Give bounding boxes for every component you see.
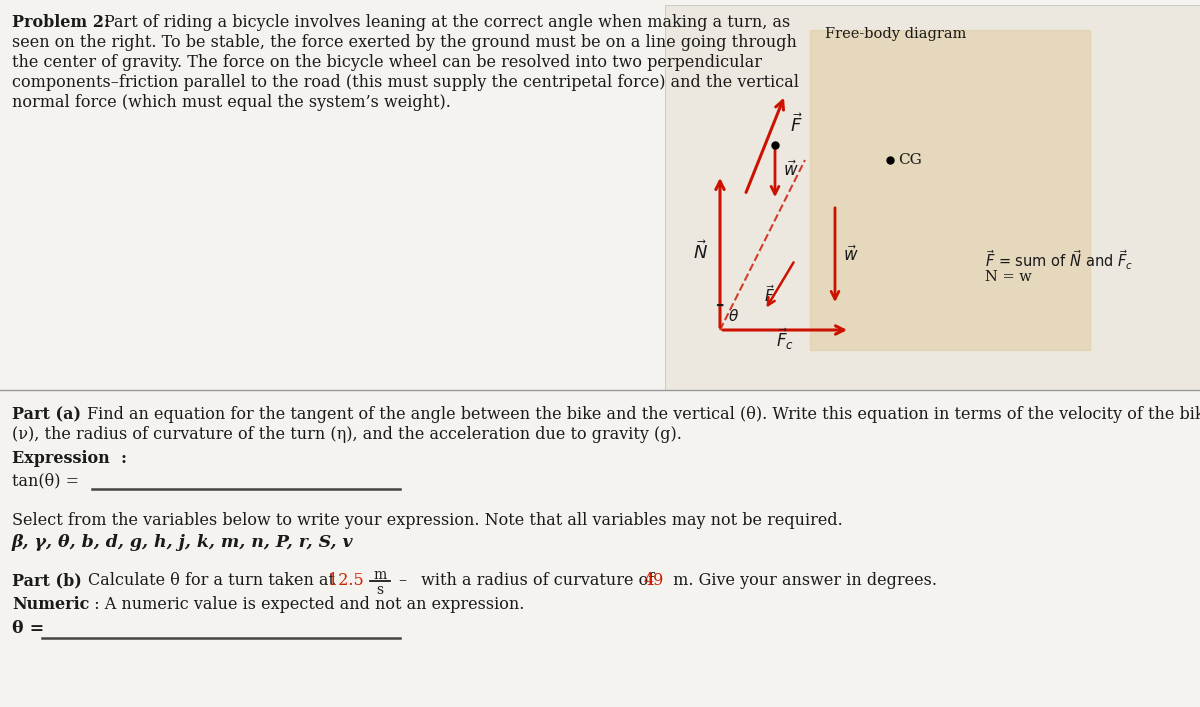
Text: β, γ, θ, b, d, g, h, j, k, m, n, P, r, S, v: β, γ, θ, b, d, g, h, j, k, m, n, P, r, S… bbox=[12, 534, 354, 551]
Text: $\vec{w}$: $\vec{w}$ bbox=[784, 160, 799, 180]
Text: (ν), the radius of curvature of the turn (η), and the acceleration due to gravit: (ν), the radius of curvature of the turn… bbox=[12, 426, 682, 443]
Text: $\vec{N}$: $\vec{N}$ bbox=[694, 240, 708, 264]
Text: –: – bbox=[398, 572, 406, 589]
Text: Part (a): Part (a) bbox=[12, 406, 82, 423]
Bar bbox=[665, 5, 1200, 390]
Text: m. Give your answer in degrees.: m. Give your answer in degrees. bbox=[668, 572, 937, 589]
Text: Numeric: Numeric bbox=[12, 596, 89, 613]
Bar bbox=[0, 0, 1200, 390]
Text: 12.5: 12.5 bbox=[328, 572, 364, 589]
Text: $\vec{F}_c$: $\vec{F}_c$ bbox=[776, 327, 794, 352]
Text: $\theta$: $\theta$ bbox=[728, 308, 739, 324]
Text: $\vec{F}$: $\vec{F}$ bbox=[790, 114, 803, 136]
Text: Part of riding a bicycle involves leaning at the correct angle when making a tur: Part of riding a bicycle involves leanin… bbox=[104, 14, 791, 31]
Text: Expression  :: Expression : bbox=[12, 450, 127, 467]
Text: Select from the variables below to write your expression. Note that all variable: Select from the variables below to write… bbox=[12, 512, 842, 529]
Text: normal force (which must equal the system’s weight).: normal force (which must equal the syste… bbox=[12, 94, 451, 111]
Text: Calculate θ for a turn taken at: Calculate θ for a turn taken at bbox=[88, 572, 340, 589]
Text: Part (b): Part (b) bbox=[12, 572, 82, 589]
Text: components–friction parallel to the road (this must supply the centripetal force: components–friction parallel to the road… bbox=[12, 74, 799, 91]
Text: tan(θ) =: tan(θ) = bbox=[12, 472, 84, 489]
Text: s: s bbox=[377, 583, 384, 597]
Text: 49: 49 bbox=[644, 572, 665, 589]
Text: Problem 2:: Problem 2: bbox=[12, 14, 110, 31]
Text: the center of gravity. The force on the bicycle wheel can be resolved into two p: the center of gravity. The force on the … bbox=[12, 54, 762, 71]
Text: θ =: θ = bbox=[12, 620, 44, 637]
Bar bbox=[0, 390, 1200, 707]
Text: CG: CG bbox=[898, 153, 922, 167]
Text: Free-body diagram: Free-body diagram bbox=[826, 27, 966, 41]
Text: m: m bbox=[373, 568, 386, 582]
Bar bbox=[810, 30, 1090, 350]
Text: $\vec{w}$: $\vec{w}$ bbox=[842, 245, 859, 264]
Text: N = w: N = w bbox=[985, 270, 1032, 284]
Text: $\vec{F}$ = sum of $\vec{N}$ and $\vec{F}_c$: $\vec{F}$ = sum of $\vec{N}$ and $\vec{F… bbox=[985, 248, 1133, 271]
Text: : A numeric value is expected and not an expression.: : A numeric value is expected and not an… bbox=[84, 596, 524, 613]
Text: with a radius of curvature of: with a radius of curvature of bbox=[416, 572, 659, 589]
Text: $\vec{F}$: $\vec{F}$ bbox=[764, 284, 775, 305]
Text: seen on the right. To be stable, the force exerted by the ground must be on a li: seen on the right. To be stable, the for… bbox=[12, 34, 797, 51]
Text: Find an equation for the tangent of the angle between the bike and the vertical : Find an equation for the tangent of the … bbox=[88, 406, 1200, 423]
